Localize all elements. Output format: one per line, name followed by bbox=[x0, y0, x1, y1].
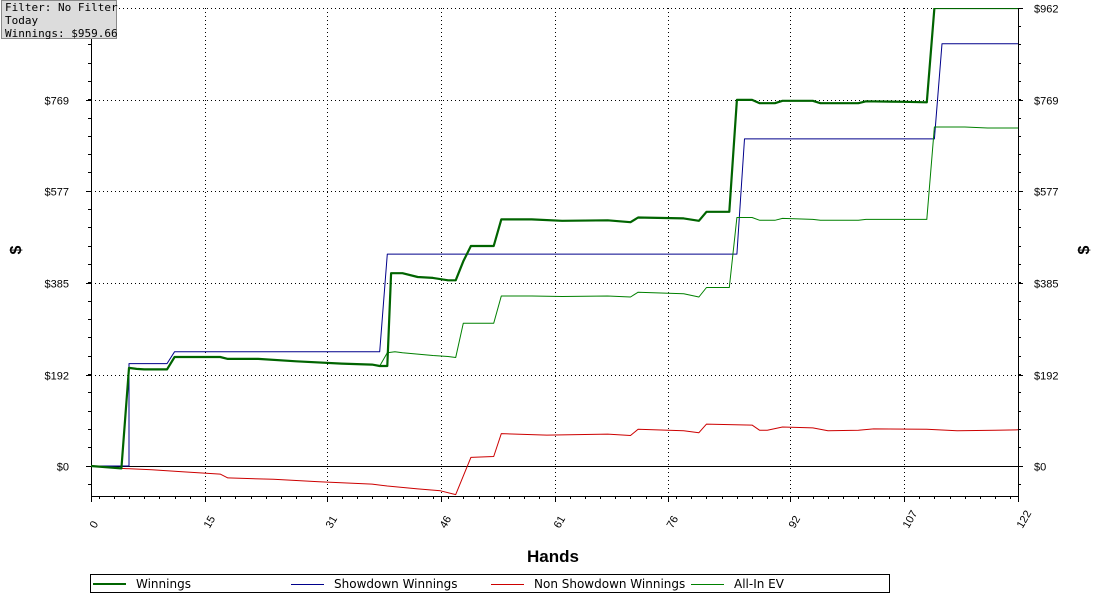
axes bbox=[86, 8, 1023, 502]
grid bbox=[91, 8, 1019, 496]
x-tick-label: 92 bbox=[787, 514, 804, 531]
y-tick-label-right: $385 bbox=[1034, 279, 1058, 291]
series-group bbox=[91, 8, 1018, 496]
y-tick-label-right: $0 bbox=[1034, 462, 1046, 474]
period-text: Today bbox=[5, 14, 39, 27]
x-tick-label: 46 bbox=[438, 514, 455, 531]
y-tick-label-right: $577 bbox=[1034, 187, 1058, 199]
legend-item-winnings: Winnings bbox=[93, 576, 191, 592]
filter-text: Filter: No Filter bbox=[5, 1, 118, 14]
legend: Winnings Showdown Winnings Non Showdown … bbox=[90, 574, 890, 593]
legend-swatch-winnings bbox=[93, 583, 126, 585]
legend-item-non-showdown: Non Showdown Winnings bbox=[491, 576, 685, 592]
legend-swatch-showdown bbox=[291, 583, 324, 585]
x-tick-label: 31 bbox=[324, 514, 341, 531]
legend-item-allin-ev: All-In EV bbox=[691, 576, 784, 592]
legend-swatch-non-showdown bbox=[491, 583, 524, 585]
y-tick-label-right: $769 bbox=[1034, 96, 1058, 108]
series-winnings bbox=[91, 8, 1018, 470]
x-tick-label: 122 bbox=[1015, 509, 1035, 531]
x-tick-label: 61 bbox=[552, 514, 569, 531]
y-tick-label-left: $385 bbox=[45, 279, 69, 291]
legend-label-non-showdown: Non Showdown Winnings bbox=[534, 577, 686, 591]
x-tick-label: 15 bbox=[202, 514, 219, 531]
x-tick-label: 107 bbox=[901, 509, 921, 531]
legend-label-winnings: Winnings bbox=[136, 577, 191, 591]
y-tick-label-left: $769 bbox=[45, 96, 69, 108]
y-tick-label-left: $577 bbox=[45, 187, 69, 199]
y-axis-label-left: $ bbox=[8, 245, 25, 254]
winnings-text: Winnings: $959.66 bbox=[5, 27, 118, 40]
y-tick-label-right: $192 bbox=[1034, 371, 1058, 383]
y-tick-label-left: $0 bbox=[57, 462, 69, 474]
y-tick-label-right: $962 bbox=[1034, 4, 1058, 16]
series-non-showdown-winnings bbox=[91, 423, 1018, 496]
x-axis-label: Hands bbox=[527, 547, 579, 566]
legend-item-showdown: Showdown Winnings bbox=[291, 576, 458, 592]
legend-label-showdown: Showdown Winnings bbox=[334, 577, 458, 591]
x-tick-label: 76 bbox=[665, 514, 682, 531]
info-box: Filter: No Filter Today Winnings: $959.6… bbox=[1, 0, 118, 40]
y-axis-label-right: $ bbox=[1076, 245, 1093, 254]
legend-label-allin-ev: All-In EV bbox=[734, 577, 784, 591]
legend-swatch-allin-ev bbox=[691, 583, 724, 585]
x-tick-label: 0 bbox=[88, 519, 101, 530]
y-tick-label-left: $192 bbox=[45, 371, 69, 383]
plot-background bbox=[91, 8, 1018, 496]
